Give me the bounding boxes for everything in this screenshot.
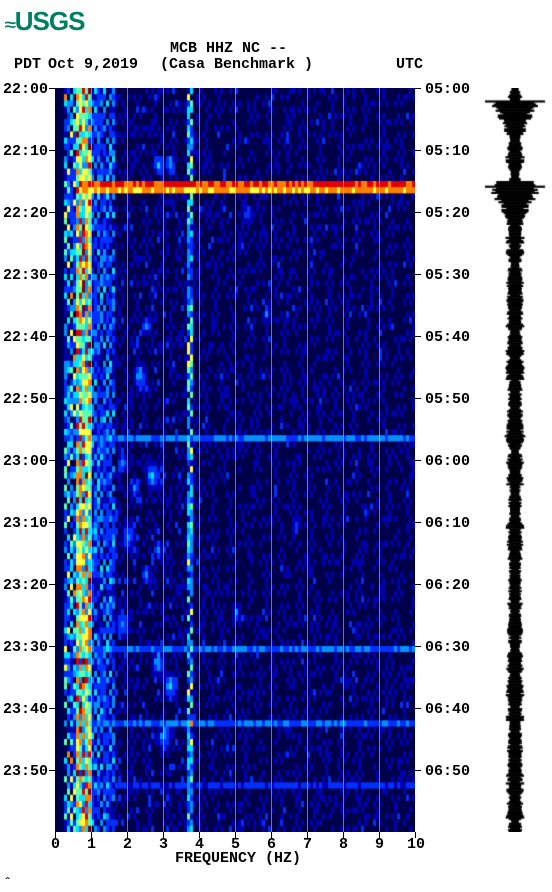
x-tick-label: 7 — [303, 836, 312, 853]
y-tick-right-label: 05:00 — [425, 81, 470, 98]
date-label: Oct 9,2019 — [48, 56, 138, 73]
y-tick-right-label: 06:50 — [425, 763, 470, 780]
usgs-logo-text: USGS — [15, 6, 85, 36]
y-tick-left-label: 22:30 — [3, 267, 48, 284]
y-tick-left-label: 22:20 — [3, 205, 48, 222]
footer-caret-icon: ˆ — [4, 876, 11, 890]
grid-line — [91, 88, 92, 832]
y-tick-left-label: 23:40 — [3, 701, 48, 718]
y-tick-right — [415, 584, 421, 585]
y-tick-left — [49, 584, 55, 585]
y-tick-right — [415, 770, 421, 771]
x-tick-label: 8 — [339, 836, 348, 853]
y-tick-left-label: 22:00 — [3, 81, 48, 98]
y-tick-left — [49, 708, 55, 709]
y-tick-left — [49, 88, 55, 89]
y-tick-right — [415, 336, 421, 337]
x-tick-label: 9 — [375, 836, 384, 853]
grid-line — [163, 88, 164, 832]
y-tick-right — [415, 398, 421, 399]
y-tick-left — [49, 646, 55, 647]
grid-line — [379, 88, 380, 832]
usgs-logo: ≈USGS — [6, 6, 84, 37]
seismogram-trace — [484, 88, 546, 832]
y-tick-left-label: 23:20 — [3, 577, 48, 594]
y-tick-right-label: 06:10 — [425, 515, 470, 532]
y-tick-right-label: 06:20 — [425, 577, 470, 594]
y-tick-left-label: 23:30 — [3, 639, 48, 656]
y-tick-left-label: 23:00 — [3, 453, 48, 470]
y-tick-right-label: 05:50 — [425, 391, 470, 408]
y-tick-right — [415, 88, 421, 89]
y-tick-left — [49, 150, 55, 151]
y-tick-right — [415, 522, 421, 523]
y-tick-left-label: 22:10 — [3, 143, 48, 160]
y-tick-right-label: 06:30 — [425, 639, 470, 656]
station-title-line-2: (Casa Benchmark ) — [160, 56, 313, 73]
y-tick-left-label: 22:50 — [3, 391, 48, 408]
y-tick-right-label: 05:30 — [425, 267, 470, 284]
x-tick-label: 1 — [87, 836, 96, 853]
x-tick-label: 4 — [195, 836, 204, 853]
y-tick-left — [49, 522, 55, 523]
y-tick-right — [415, 212, 421, 213]
y-tick-left-label: 23:10 — [3, 515, 48, 532]
y-tick-left — [49, 212, 55, 213]
left-timezone-label: PDT — [14, 56, 41, 73]
y-tick-right-label: 05:20 — [425, 205, 470, 222]
grid-line — [343, 88, 344, 832]
grid-line — [271, 88, 272, 832]
grid-line — [307, 88, 308, 832]
x-tick-label: 3 — [159, 836, 168, 853]
y-tick-right-label: 06:40 — [425, 701, 470, 718]
y-tick-left — [49, 460, 55, 461]
grid-line — [127, 88, 128, 832]
x-tick-label: 0 — [51, 836, 60, 853]
y-tick-right — [415, 460, 421, 461]
y-tick-right — [415, 274, 421, 275]
y-tick-left — [49, 336, 55, 337]
y-tick-left-label: 22:40 — [3, 329, 48, 346]
x-tick-label: 10 — [407, 836, 425, 853]
y-tick-right-label: 06:00 — [425, 453, 470, 470]
y-tick-right — [415, 150, 421, 151]
station-title-line-1: MCB HHZ NC -- — [170, 40, 287, 57]
y-tick-right-label: 05:10 — [425, 143, 470, 160]
x-tick-label: 6 — [267, 836, 276, 853]
x-tick-label: 2 — [123, 836, 132, 853]
grid-line — [199, 88, 200, 832]
right-timezone-label: UTC — [396, 56, 423, 73]
grid-line — [235, 88, 236, 832]
y-tick-right — [415, 708, 421, 709]
y-tick-left — [49, 398, 55, 399]
y-tick-right-label: 05:40 — [425, 329, 470, 346]
y-tick-left-label: 23:50 — [3, 763, 48, 780]
seismogram-canvas — [484, 88, 546, 832]
spectrogram-plot — [55, 88, 415, 832]
y-tick-right — [415, 646, 421, 647]
y-tick-left — [49, 770, 55, 771]
y-tick-left — [49, 274, 55, 275]
x-tick-label: 5 — [231, 836, 240, 853]
